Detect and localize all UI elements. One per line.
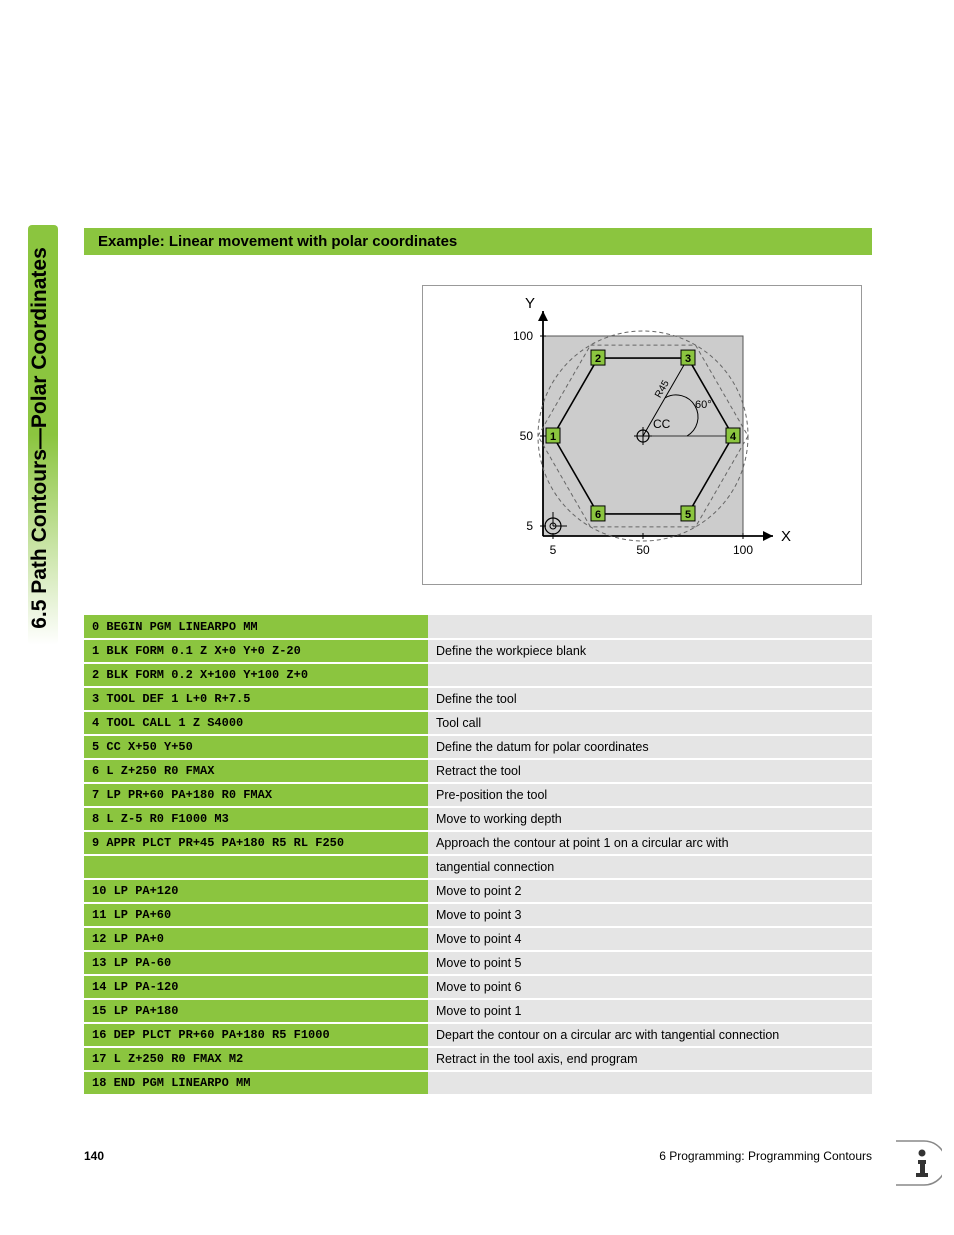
code-cell: 2 BLK FORM 0.2 X+100 Y+100 Z+0 <box>84 663 428 687</box>
code-cell: 5 CC X+50 Y+50 <box>84 735 428 759</box>
svg-text:4: 4 <box>730 431 737 443</box>
svg-text:5: 5 <box>550 543 557 557</box>
desc-cell: Pre-position the tool <box>428 783 872 807</box>
svg-text:CC: CC <box>653 417 671 431</box>
page-content: Example: Linear movement with polar coor… <box>84 228 872 1096</box>
desc-cell: Move to point 6 <box>428 975 872 999</box>
code-cell: 7 LP PR+60 PA+180 R0 FMAX <box>84 783 428 807</box>
page-footer: 140 6 Programming: Programming Contours <box>84 1149 872 1163</box>
code-cell: 18 END PGM LINEARPO MM <box>84 1071 428 1095</box>
desc-cell: Move to point 1 <box>428 999 872 1023</box>
svg-text:50: 50 <box>636 543 650 557</box>
code-cell: 1 BLK FORM 0.1 Z X+0 Y+0 Z-20 <box>84 639 428 663</box>
diagram-container: XY550100550100CC60°R45123456 <box>84 285 872 585</box>
desc-cell: Move to point 2 <box>428 879 872 903</box>
desc-cell <box>428 615 872 639</box>
table-row: 5 CC X+50 Y+50Define the datum for polar… <box>84 735 872 759</box>
table-row: 4 TOOL CALL 1 Z S4000Tool call <box>84 711 872 735</box>
svg-text:1: 1 <box>550 431 556 443</box>
code-cell <box>84 855 428 879</box>
desc-cell: Define the tool <box>428 687 872 711</box>
table-row: 17 L Z+250 R0 FMAX M2Retract in the tool… <box>84 1047 872 1071</box>
table-row: 7 LP PR+60 PA+180 R0 FMAXPre-position th… <box>84 783 872 807</box>
desc-cell: Move to point 3 <box>428 903 872 927</box>
svg-text:X: X <box>781 528 791 545</box>
desc-cell: Retract in the tool axis, end program <box>428 1047 872 1071</box>
code-cell: 6 L Z+250 R0 FMAX <box>84 759 428 783</box>
table-row: 13 LP PA-60Move to point 5 <box>84 951 872 975</box>
table-row: 14 LP PA-120Move to point 6 <box>84 975 872 999</box>
desc-cell: Approach the contour at point 1 on a cir… <box>428 831 872 855</box>
code-cell: 10 LP PA+120 <box>84 879 428 903</box>
desc-cell: tangential connection <box>428 855 872 879</box>
code-cell: 12 LP PA+0 <box>84 927 428 951</box>
svg-text:6: 6 <box>595 509 601 521</box>
code-cell: 11 LP PA+60 <box>84 903 428 927</box>
svg-text:Y: Y <box>525 295 535 312</box>
code-cell: 9 APPR PLCT PR+45 PA+180 R5 RL F250 <box>84 831 428 855</box>
table-row: 6 L Z+250 R0 FMAXRetract the tool <box>84 759 872 783</box>
footer-section: 6 Programming: Programming Contours <box>659 1149 872 1163</box>
code-cell: 4 TOOL CALL 1 Z S4000 <box>84 711 428 735</box>
code-cell: 14 LP PA-120 <box>84 975 428 999</box>
desc-cell: Define the workpiece blank <box>428 639 872 663</box>
code-cell: 8 L Z-5 R0 F1000 M3 <box>84 807 428 831</box>
desc-cell: Depart the contour on a circular arc wit… <box>428 1023 872 1047</box>
table-row: 8 L Z-5 R0 F1000 M3Move to working depth <box>84 807 872 831</box>
code-cell: 16 DEP PLCT PR+60 PA+180 R5 F1000 <box>84 1023 428 1047</box>
table-row: 16 DEP PLCT PR+60 PA+180 R5 F1000Depart … <box>84 1023 872 1047</box>
code-cell: 15 LP PA+180 <box>84 999 428 1023</box>
section-side-tab: 6.5 Path Contours—Polar Coordinates <box>28 225 58 645</box>
code-cell: 3 TOOL DEF 1 L+0 R+7.5 <box>84 687 428 711</box>
code-cell: 17 L Z+250 R0 FMAX M2 <box>84 1047 428 1071</box>
desc-cell: Retract the tool <box>428 759 872 783</box>
nc-program-table: 0 BEGIN PGM LINEARPO MM1 BLK FORM 0.1 Z … <box>84 615 872 1096</box>
svg-text:50: 50 <box>520 429 534 443</box>
svg-text:5: 5 <box>526 519 533 533</box>
desc-cell: Move to point 5 <box>428 951 872 975</box>
example-title: Example: Linear movement with polar coor… <box>84 228 872 255</box>
desc-cell: Move to working depth <box>428 807 872 831</box>
code-cell: 0 BEGIN PGM LINEARPO MM <box>84 615 428 639</box>
svg-text:5: 5 <box>685 509 691 521</box>
table-row: 3 TOOL DEF 1 L+0 R+7.5Define the tool <box>84 687 872 711</box>
table-row: 2 BLK FORM 0.2 X+100 Y+100 Z+0 <box>84 663 872 687</box>
table-row: 0 BEGIN PGM LINEARPO MM <box>84 615 872 639</box>
svg-text:100: 100 <box>733 543 753 557</box>
desc-cell <box>428 1071 872 1095</box>
table-row: tangential connection <box>84 855 872 879</box>
svg-text:2: 2 <box>595 353 601 365</box>
svg-text:100: 100 <box>513 329 533 343</box>
info-icon <box>894 1139 942 1187</box>
desc-cell: Tool call <box>428 711 872 735</box>
code-cell: 13 LP PA-60 <box>84 951 428 975</box>
diagram-svg: XY550100550100CC60°R45123456 <box>423 286 863 586</box>
polar-diagram: XY550100550100CC60°R45123456 <box>422 285 862 585</box>
table-row: 12 LP PA+0Move to point 4 <box>84 927 872 951</box>
desc-cell: Define the datum for polar coordinates <box>428 735 872 759</box>
table-row: 18 END PGM LINEARPO MM <box>84 1071 872 1095</box>
table-row: 1 BLK FORM 0.1 Z X+0 Y+0 Z-20Define the … <box>84 639 872 663</box>
side-tab-label: 6.5 Path Contours—Polar Coordinates <box>25 228 55 648</box>
desc-cell <box>428 663 872 687</box>
table-row: 10 LP PA+120Move to point 2 <box>84 879 872 903</box>
table-row: 9 APPR PLCT PR+45 PA+180 R5 RL F250Appro… <box>84 831 872 855</box>
svg-text:60°: 60° <box>695 399 712 411</box>
page-number: 140 <box>84 1149 104 1163</box>
table-row: 15 LP PA+180Move to point 1 <box>84 999 872 1023</box>
svg-text:3: 3 <box>685 353 691 365</box>
desc-cell: Move to point 4 <box>428 927 872 951</box>
table-row: 11 LP PA+60Move to point 3 <box>84 903 872 927</box>
